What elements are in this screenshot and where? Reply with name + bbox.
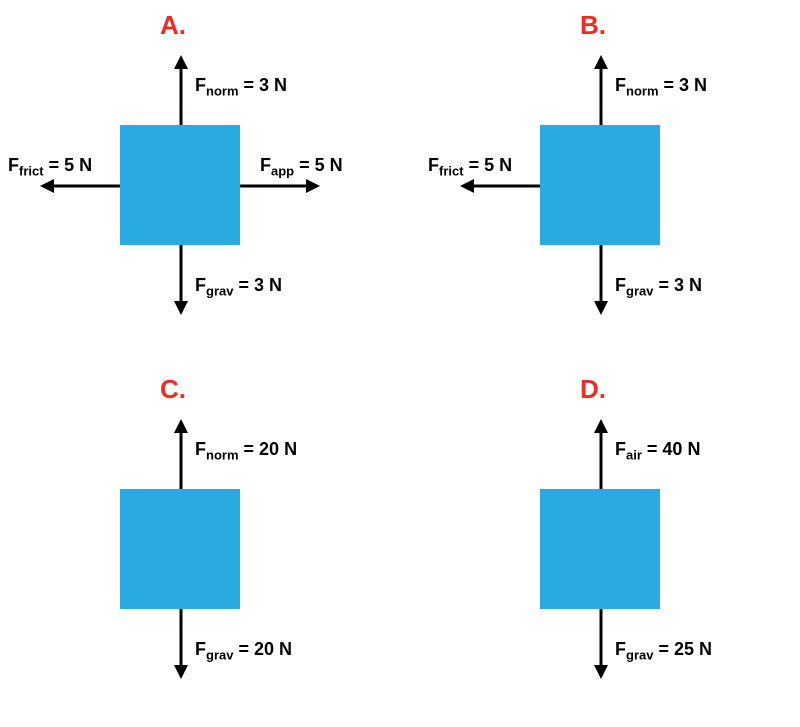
panel-d: D. Fair = 40 N Fgrav = 25 N xyxy=(400,364,800,727)
panel-a-force-up: Fnorm = 3 N xyxy=(195,75,287,99)
panel-a-arrow-up xyxy=(180,65,181,125)
panel-a-box xyxy=(120,125,240,245)
panel-b-force-up: Fnorm = 3 N xyxy=(615,75,707,99)
panel-b-arrow-left xyxy=(470,185,540,186)
panel-d-arrow-down xyxy=(600,609,601,669)
panel-c: C. Fnorm = 20 N Fgrav = 20 N xyxy=(0,364,400,727)
panel-a: A. Fnorm = 3 N Fgrav = 3 N Ffrict = 5 N … xyxy=(0,0,400,364)
panel-b: B. Fnorm = 3 N Fgrav = 3 N Ffrict = 5 N xyxy=(400,0,800,364)
panel-b-box xyxy=(540,125,660,245)
panel-b-arrow-down xyxy=(600,245,601,305)
panel-d-arrow-up xyxy=(600,429,601,489)
panel-c-label: C. xyxy=(160,374,186,405)
panel-d-label: D. xyxy=(580,374,606,405)
panel-d-force-down: Fgrav = 25 N xyxy=(615,639,712,663)
panel-c-arrow-down xyxy=(180,609,181,669)
panel-c-box xyxy=(120,489,240,609)
panel-a-arrow-left xyxy=(50,185,120,186)
panel-d-force-up: Fair = 40 N xyxy=(615,439,700,463)
panel-a-arrow-down xyxy=(180,245,181,305)
diagram-grid: A. Fnorm = 3 N Fgrav = 3 N Ffrict = 5 N … xyxy=(0,0,800,727)
panel-b-force-down: Fgrav = 3 N xyxy=(615,275,702,299)
panel-b-arrow-up xyxy=(600,65,601,125)
panel-a-label: A. xyxy=(160,10,186,41)
panel-a-force-right: Fapp = 5 N xyxy=(260,155,343,179)
panel-b-label: B. xyxy=(580,10,606,41)
panel-b-force-left: Ffrict = 5 N xyxy=(428,155,512,179)
panel-a-arrow-right xyxy=(240,185,310,186)
panel-d-box xyxy=(540,489,660,609)
panel-a-force-down: Fgrav = 3 N xyxy=(195,275,282,299)
panel-c-force-down: Fgrav = 20 N xyxy=(195,639,292,663)
panel-c-force-up: Fnorm = 20 N xyxy=(195,439,297,463)
panel-a-force-left: Ffrict = 5 N xyxy=(8,155,92,179)
panel-c-arrow-up xyxy=(180,429,181,489)
